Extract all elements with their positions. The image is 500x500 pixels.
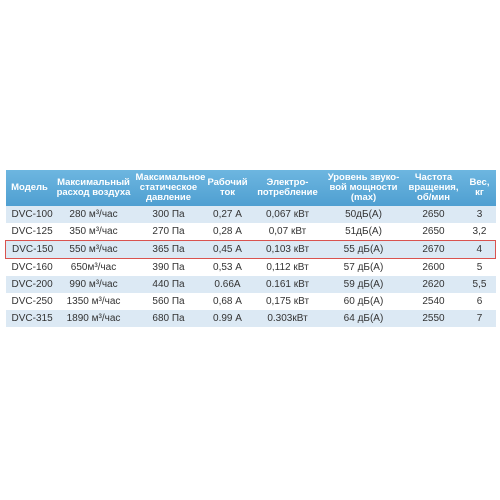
table-cell: 560 Па bbox=[133, 293, 204, 310]
header-cell: Максимальное статическое давление bbox=[133, 170, 205, 206]
table-cell: 390 Па bbox=[133, 258, 204, 276]
table-cell: 550 м³/час bbox=[53, 240, 134, 259]
table-cell: 7 bbox=[463, 310, 496, 327]
table-body: DVC-100 280 м³/час 300 Па 0,27 А 0,067 кВт 50… bbox=[5, 206, 496, 327]
table-cell: DVC-250 bbox=[5, 293, 54, 310]
table-row: DVC-250 1350 м³/час 560 Па 0,68 А 0,175 кВт 6… bbox=[5, 293, 496, 310]
table-cell: 0,53 А bbox=[203, 258, 252, 276]
table-cell: 0.99 А bbox=[203, 310, 252, 327]
table-row: DVC-150 550 м³/час 365 Па 0,45 А 0,103 кВт 55… bbox=[5, 240, 496, 259]
table-row: DVC-100 280 м³/час 300 Па 0,27 А 0,067 кВт 50… bbox=[5, 206, 496, 223]
header-cell: Электро- потребление bbox=[251, 170, 324, 206]
table-cell: 270 Па bbox=[133, 223, 204, 241]
table-cell: 0.161 кВт bbox=[251, 276, 324, 293]
table-cell: 0.303кВт bbox=[251, 310, 324, 327]
header-cell: Вес, кг bbox=[463, 170, 496, 206]
table-cell: 2540 bbox=[403, 293, 464, 310]
table-cell: DVC-200 bbox=[5, 276, 54, 293]
table-cell: DVC-100 bbox=[5, 206, 54, 223]
table-cell: 650м³/час bbox=[53, 258, 134, 276]
table-cell: 1890 м³/час bbox=[53, 310, 134, 327]
table-cell: 55 дБ(А) bbox=[323, 240, 404, 259]
table-cell: 64 дБ(А) bbox=[323, 310, 404, 327]
table-cell: 1350 м³/час bbox=[53, 293, 134, 310]
table-cell: 280 м³/час bbox=[53, 206, 134, 223]
table-cell: 2650 bbox=[403, 223, 464, 241]
table-cell: 0,175 кВт bbox=[251, 293, 324, 310]
table-head: Модель Максимальный расход воздуха Максима… bbox=[5, 170, 496, 206]
table-cell: 2670 bbox=[403, 240, 464, 259]
table-row: DVC-315 1890 м³/час 680 Па 0.99 А 0.303кВт 64… bbox=[5, 310, 496, 327]
table-cell: 300 Па bbox=[133, 206, 204, 223]
table-cell: 0,45 А bbox=[203, 240, 252, 259]
table-cell: 5 bbox=[463, 258, 496, 276]
table-cell: 50дБ(А) bbox=[323, 206, 404, 223]
header-cell: Уровень звуко- вой мощности (max) bbox=[323, 170, 404, 206]
table-container: Модель Максимальный расход воздуха Максима… bbox=[5, 170, 496, 327]
header-cell: Рабочий ток bbox=[203, 170, 252, 206]
table-cell: DVC-150 bbox=[5, 240, 54, 259]
table-cell: 2600 bbox=[403, 258, 464, 276]
table-cell: 0,27 А bbox=[203, 206, 252, 223]
header-cell: Частота вращения, об/мин bbox=[403, 170, 464, 206]
table-cell: DVC-125 bbox=[5, 223, 54, 241]
table-row: DVC-160 650м³/час 390 Па 0,53 А 0,112 кВт 57 … bbox=[5, 258, 496, 276]
table-cell: 0,112 кВт bbox=[251, 258, 324, 276]
table-cell: 3 bbox=[463, 206, 496, 223]
table-cell: 6 bbox=[463, 293, 496, 310]
table-cell: 60 дБ(А) bbox=[323, 293, 404, 310]
table-cell: 2650 bbox=[403, 206, 464, 223]
table-cell: 59 дБ(А) bbox=[323, 276, 404, 293]
table-cell: 4 bbox=[463, 240, 496, 259]
table-cell: 5,5 bbox=[463, 276, 496, 293]
table-cell: 2550 bbox=[403, 310, 464, 327]
table-cell: 3,2 bbox=[463, 223, 496, 241]
table-cell: 0,28 А bbox=[203, 223, 252, 241]
table-cell: 51дБ(А) bbox=[323, 223, 404, 241]
table-cell: 350 м³/час bbox=[53, 223, 134, 241]
table-cell: 0,103 кВт bbox=[251, 240, 324, 259]
table-cell: 365 Па bbox=[133, 240, 204, 259]
spec-table: Модель Максимальный расход воздуха Максима… bbox=[5, 170, 496, 327]
table-cell: DVC-160 bbox=[5, 258, 54, 276]
table-cell: 440 Па bbox=[133, 276, 204, 293]
table-cell: 680 Па bbox=[133, 310, 204, 327]
table-cell: 0,68 А bbox=[203, 293, 252, 310]
table-cell: DVC-315 bbox=[5, 310, 54, 327]
table-cell: 0,067 кВт bbox=[251, 206, 324, 223]
table-cell: 0.66A bbox=[203, 276, 252, 293]
header-cell: Модель bbox=[5, 170, 54, 206]
header-cell: Максимальный расход воздуха bbox=[53, 170, 134, 206]
table-cell: 0,07 кВт bbox=[251, 223, 324, 241]
table-row: DVC-125 350 м³/час 270 Па 0,28 А 0,07 кВт 51д… bbox=[5, 223, 496, 241]
table-cell: 990 м³/час bbox=[53, 276, 134, 293]
table-cell: 2620 bbox=[403, 276, 464, 293]
table-row: DVC-200 990 м³/час 440 Па 0.66A 0.161 кВт 59 … bbox=[5, 276, 496, 293]
table-cell: 57 дБ(А) bbox=[323, 258, 404, 276]
header-row: Модель Максимальный расход воздуха Максима… bbox=[5, 170, 496, 206]
